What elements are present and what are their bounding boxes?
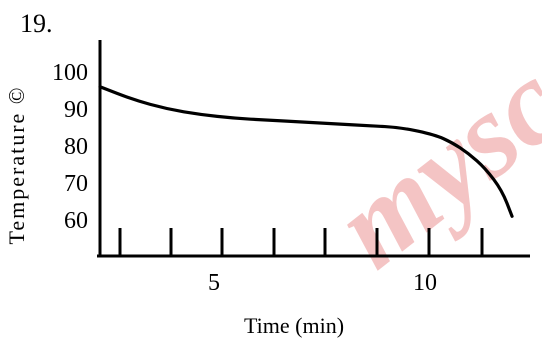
x-tick-label: 5 xyxy=(208,270,220,296)
y-tick-label: 70 xyxy=(64,171,88,197)
y-axis-label: Temperature © xyxy=(4,85,29,244)
question-number: 19. xyxy=(20,9,53,38)
watermark: mysc xyxy=(310,36,542,293)
y-tick-label: 60 xyxy=(64,208,88,234)
x-tick-label: 10 xyxy=(413,270,437,296)
y-tick-label: 100 xyxy=(52,60,88,86)
y-tick-label: 90 xyxy=(64,97,88,123)
x-axis-label: Time (min) xyxy=(244,313,344,338)
y-tick-label: 80 xyxy=(64,134,88,160)
series-line xyxy=(98,85,514,218)
